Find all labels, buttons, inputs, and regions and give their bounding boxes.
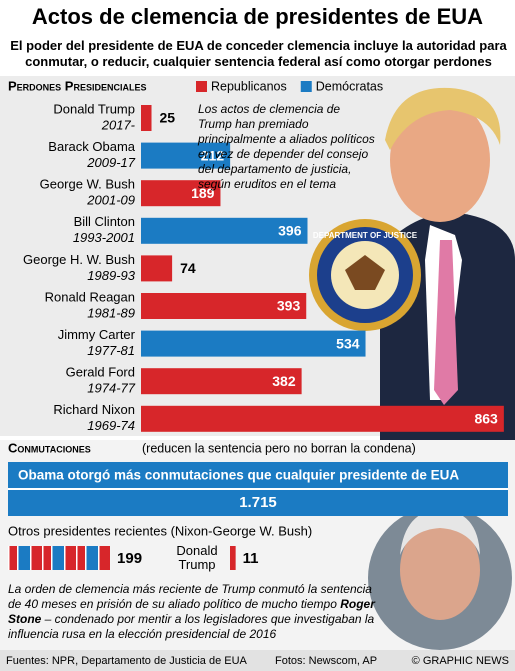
text: Roger Stone (8, 597, 375, 626)
bar (141, 330, 366, 357)
category-years: 1993-2001 (73, 230, 135, 245)
category-label: Bill Clinton (74, 214, 135, 229)
subtitle: El poder del presidente de EUA de conced… (10, 38, 507, 69)
footer-bg (0, 650, 515, 671)
legend-label: Republicanos (211, 79, 287, 93)
value-label: 25 (160, 110, 176, 126)
legend-swatch (300, 81, 312, 92)
value-label: 212 (201, 147, 225, 163)
text: – condenado por mentir a los legisladore… (8, 612, 375, 641)
category-label: Gerald Ford (66, 365, 135, 380)
bar (8, 546, 111, 570)
category-years: 1989-93 (87, 268, 135, 283)
category-label: George W. Bush (40, 177, 135, 192)
seal: DEPARTMENT OF JUSTICE (309, 219, 421, 331)
category-label: Donald Trump (176, 543, 218, 572)
bar (141, 405, 504, 432)
sources: Fuentes: NPR, Departamento de Justicia d… (6, 655, 248, 667)
section-title: Perdones Presidenciales (8, 78, 146, 93)
category-label: Richard Nixon (53, 402, 135, 417)
category-label: Jimmy Carter (58, 327, 136, 342)
annotation: La orden de clemencia más reciente de Tr… (8, 582, 383, 642)
bar (141, 368, 302, 395)
value-label: 11 (243, 550, 259, 567)
bar (141, 293, 307, 319)
value-label: 534 (336, 335, 360, 351)
annotation: Obama otorgó más conmutaciones que cualq… (18, 468, 459, 483)
bar (230, 546, 236, 570)
text: La orden de clemencia más reciente de Tr… (8, 582, 372, 611)
category-label: George H. W. Bush (23, 252, 135, 267)
title: Actos de clemencia de presidentes de EUA (31, 4, 484, 29)
value-label: 189 (191, 185, 215, 201)
legend-swatch (196, 81, 207, 92)
category-label: Donald Trump (53, 101, 135, 116)
bar (141, 105, 152, 131)
value-label: 382 (272, 373, 296, 389)
photo (368, 506, 512, 650)
section-title: Otros presidentes recientes (Nixon-Georg… (8, 523, 312, 538)
category-years: 1981-89 (87, 305, 135, 320)
value-label: 199 (117, 550, 142, 567)
annotation: Los actos de clemencia de Trump han prem… (198, 102, 375, 191)
category-years: 2017- (101, 117, 136, 132)
bar (141, 142, 231, 169)
category-years: 2009-17 (86, 155, 135, 170)
bar (141, 255, 173, 282)
category-label: Barack Obama (48, 139, 135, 154)
bar (141, 217, 308, 244)
value-label: 1.715 (239, 494, 277, 511)
section-subtitle: (reducen la sentencia pero no borran la … (142, 441, 416, 455)
category-label: Ronald Reagan (45, 289, 135, 304)
photo-credit: Fotos: Newscom, AP (275, 655, 377, 667)
credit: © GRAPHIC NEWS (412, 655, 509, 667)
value-label: 393 (277, 298, 301, 314)
value-label: 863 (474, 411, 498, 427)
legend-label: Demócratas (316, 79, 383, 93)
bar (141, 180, 221, 207)
category-years: 2001-09 (86, 193, 135, 208)
category-years: 1969-74 (87, 418, 135, 433)
seal-text: DEPARTMENT OF JUSTICE (313, 231, 418, 240)
category-years: 1977-81 (87, 343, 135, 358)
value-label: 74 (180, 260, 196, 276)
value-label: 396 (278, 223, 302, 239)
section-title: Conmutaciones (8, 440, 91, 455)
category-years: 1974-77 (87, 381, 135, 396)
